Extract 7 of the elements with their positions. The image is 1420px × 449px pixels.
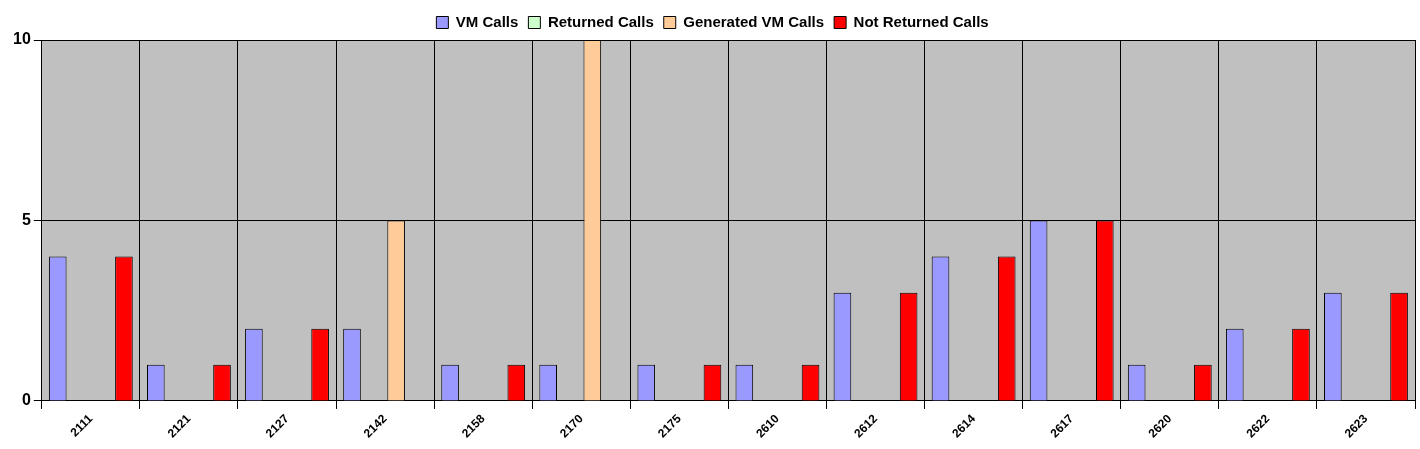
y-tick-label: 5 [21, 210, 31, 228]
y-tick-label: 0 [21, 391, 31, 409]
y-tick-label: 10 [13, 30, 31, 48]
legend-label: Generated VM Calls [683, 12, 825, 30]
legend-label: VM Calls [455, 12, 519, 30]
legend-label: Returned Calls [547, 12, 654, 30]
legend-label: Not Returned Calls [853, 12, 989, 30]
